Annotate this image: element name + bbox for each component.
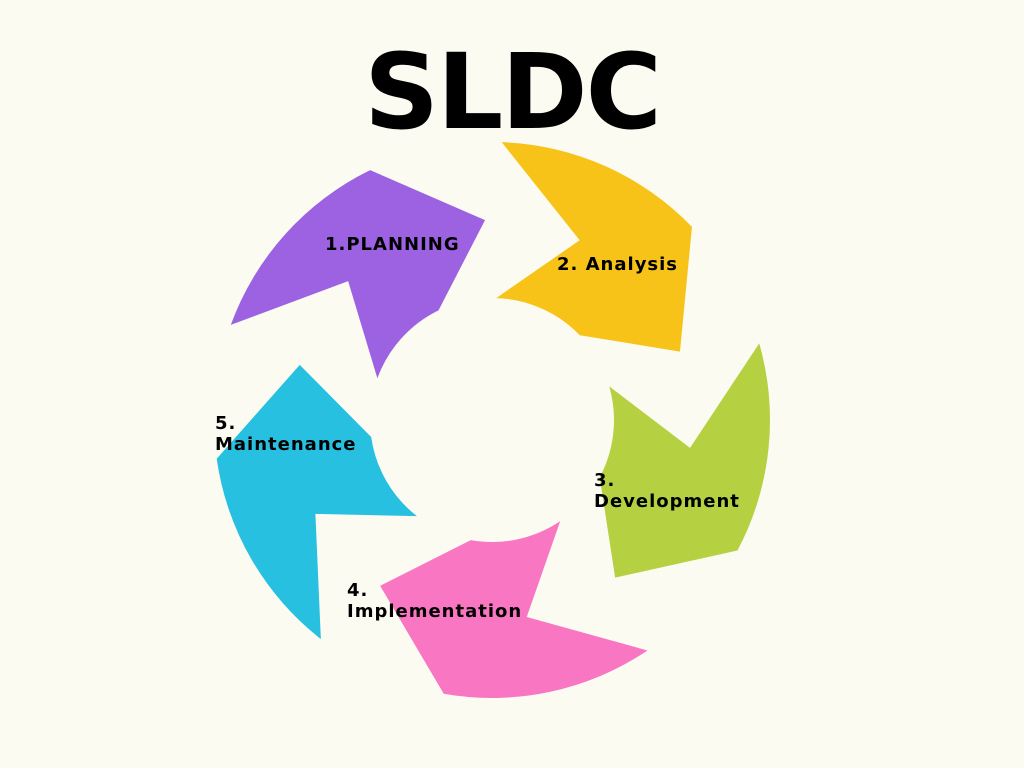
phase-maintenance-label-line: 5. [215,413,236,434]
phase-implementation-label-line: Implementation [347,601,522,622]
phase-development-segment [599,343,770,578]
diagram-title: SLDC [364,31,660,153]
phase-development-label-line: 3. [594,470,615,491]
phase-maintenance-segment [216,364,417,640]
phase-implementation-label: 4. Implementation [347,580,522,622]
phase-implementation-segment [380,521,648,699]
phase-analysis-label-line: 2. Analysis [557,254,678,275]
phase-implementation-label-line: 4. [347,580,368,601]
cycle-segments [216,142,770,699]
phase-analysis-segment [496,142,692,352]
phase-planning-segment [230,170,486,379]
phase-labels: 1.PLANNING 2. Analysis 3. Development 4. Impl… [215,234,740,622]
phase-analysis-label: 2. Analysis [557,254,678,275]
center-hole [372,300,612,540]
phase-maintenance-label: 5. Maintenance [215,413,357,455]
phase-planning-label: 1.PLANNING [325,234,460,255]
phase-planning-label-line: 1.PLANNING [325,234,460,255]
phase-maintenance-label-line: Maintenance [215,434,357,455]
phase-development-label: 3. Development [594,470,740,512]
phase-development-label-line: Development [594,491,740,512]
